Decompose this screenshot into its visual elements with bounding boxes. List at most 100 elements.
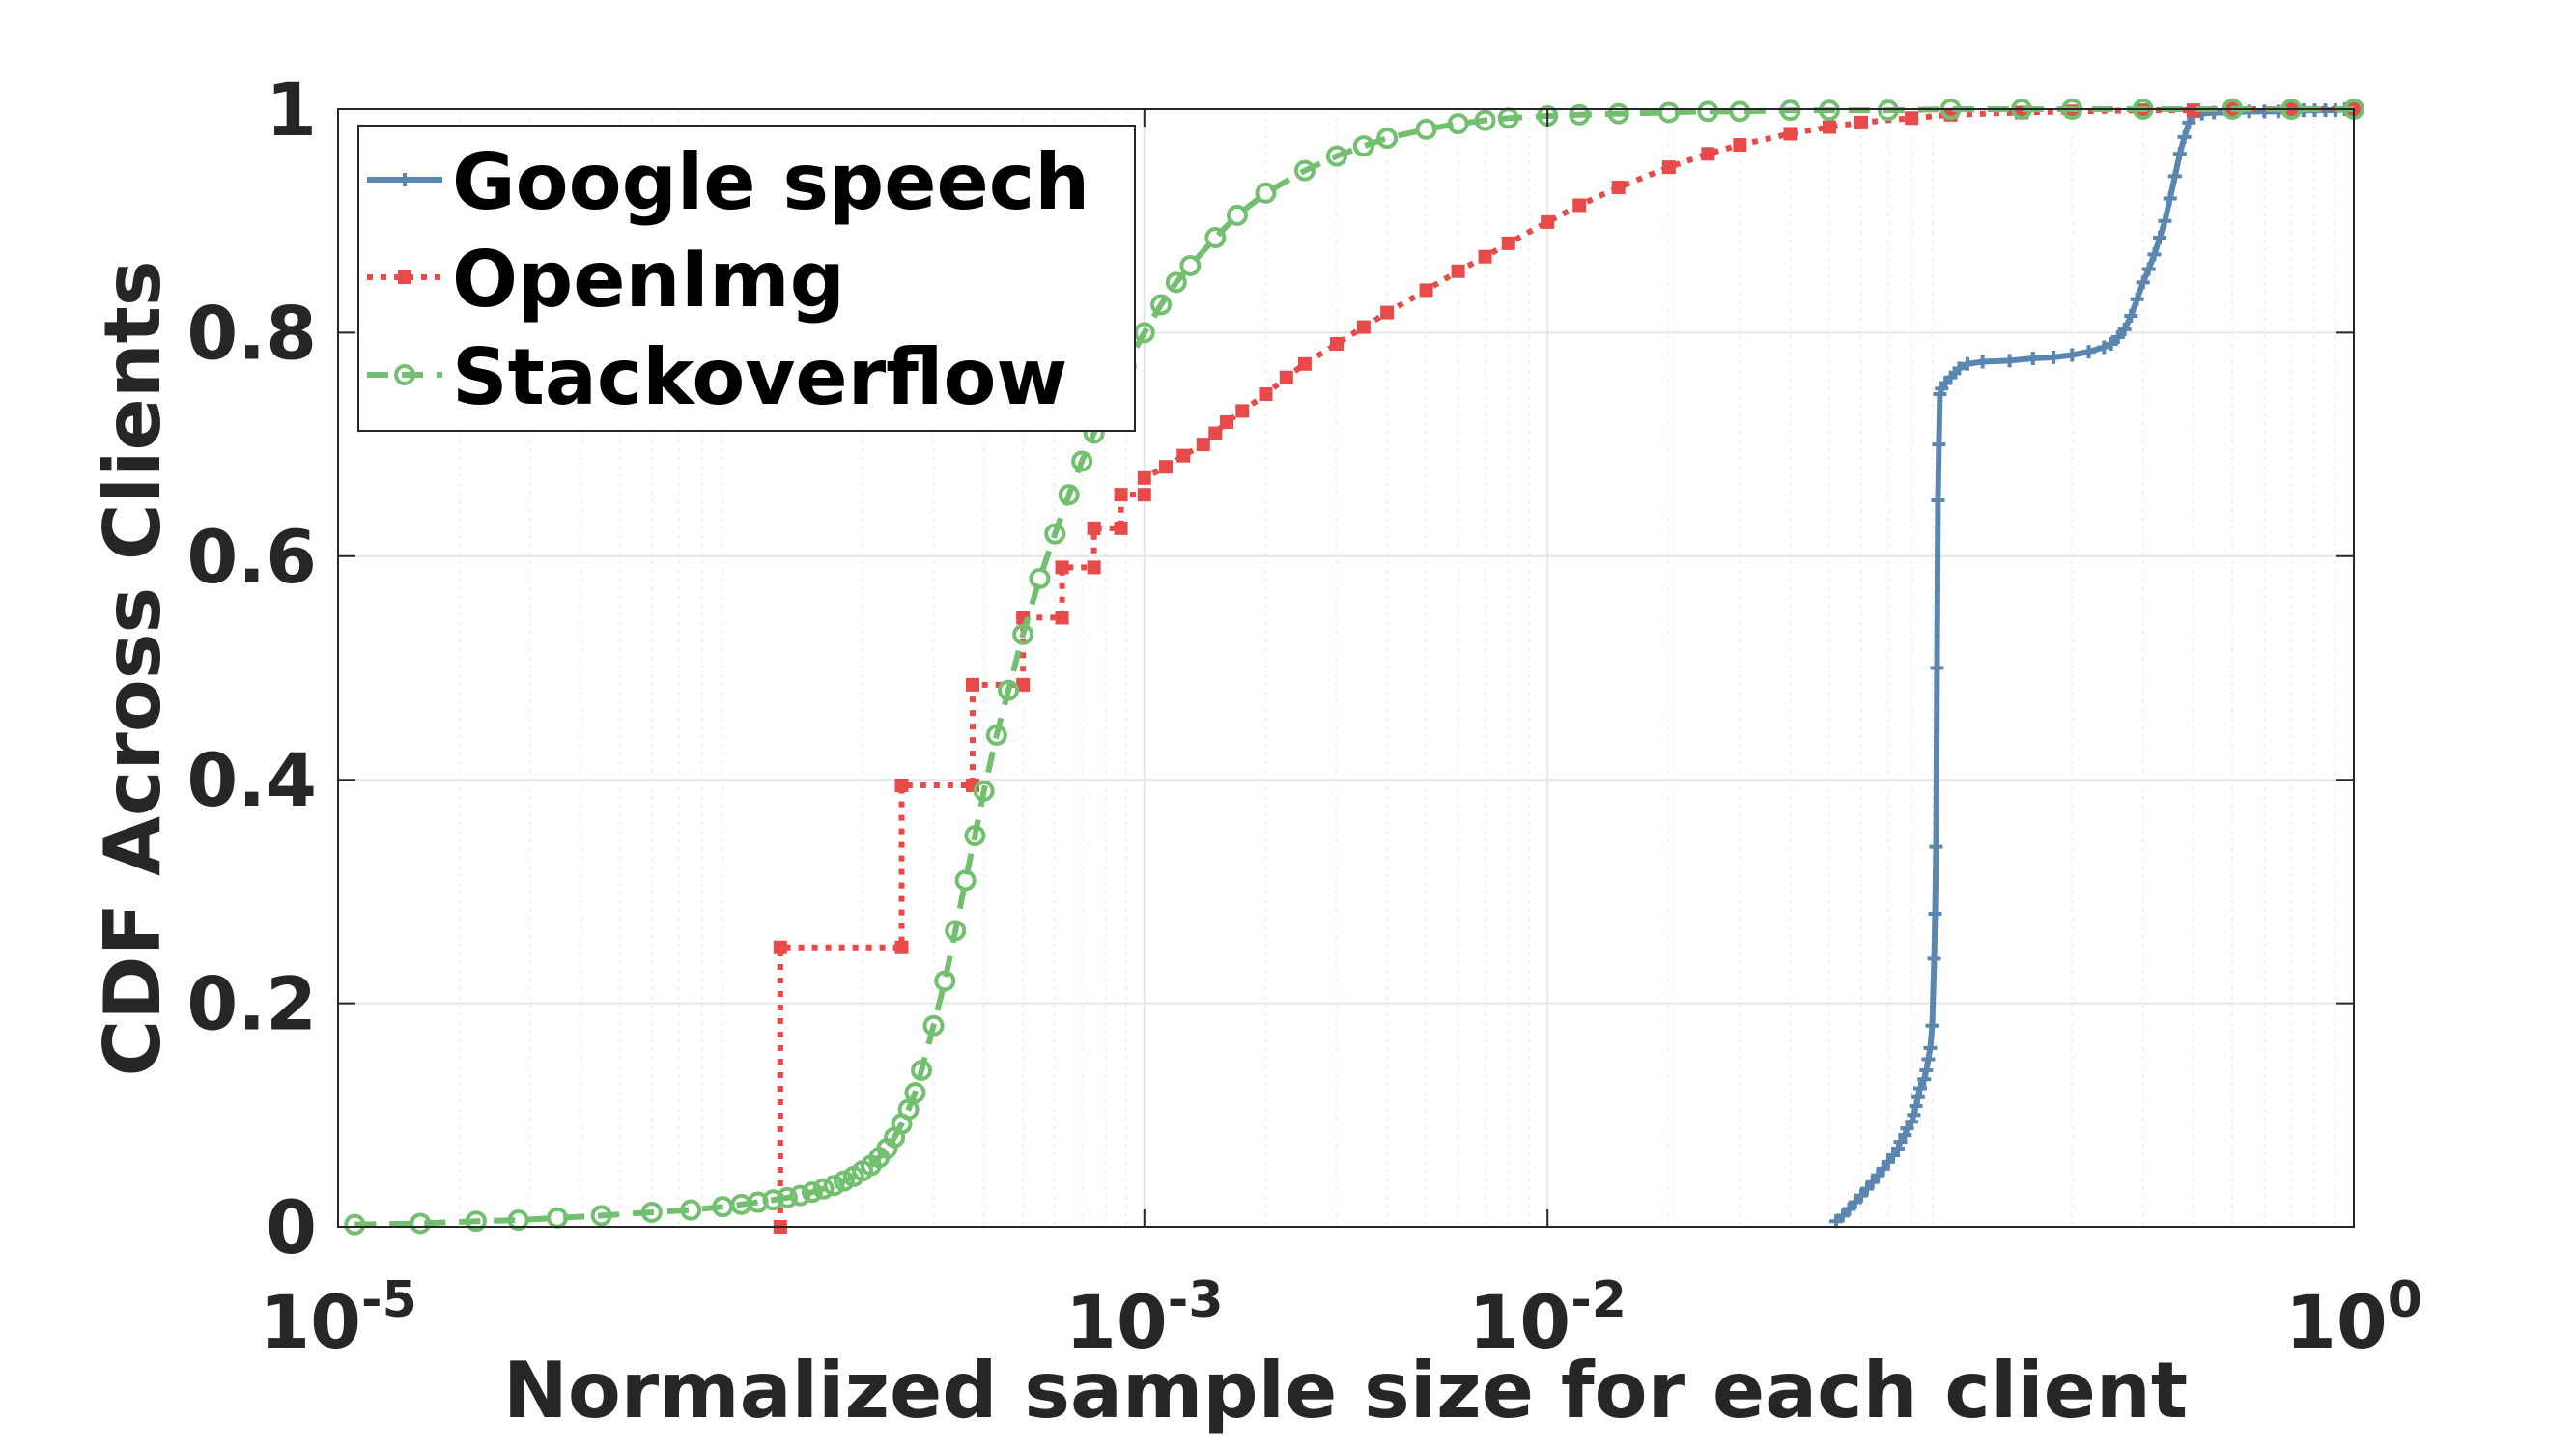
legend-marker-stackoverflow	[394, 364, 415, 385]
data-point-openimg	[1451, 264, 1465, 278]
data-point-google-speech	[2081, 345, 2096, 359]
data-point-openimg	[1259, 387, 1273, 402]
data-point-stackoverflow	[1293, 159, 1316, 182]
data-point-google-speech	[2163, 191, 2177, 206]
data-point-stackoverflow	[1044, 523, 1066, 545]
data-point-openimg	[1854, 115, 1869, 129]
data-point-stackoverflow	[945, 920, 967, 942]
data-point-google-speech	[1925, 1018, 1939, 1033]
data-point-openimg	[1219, 414, 1233, 429]
data-point-stackoverflow	[1255, 182, 1277, 204]
data-point-stackoverflow	[1226, 204, 1248, 226]
legend: Google speech OpenImg Stackoverflow	[357, 125, 1136, 432]
data-point-openimg	[1701, 147, 1715, 161]
data-point-google-speech	[1929, 839, 1943, 854]
data-point-openimg	[1661, 160, 1676, 175]
series-openimg	[773, 102, 2361, 1234]
data-point-stackoverflow	[1697, 100, 1719, 123]
data-point-stackoverflow	[1012, 623, 1034, 645]
data-point-stackoverflow	[507, 1209, 529, 1232]
data-point-openimg	[1905, 111, 1919, 126]
data-point-stackoverflow	[762, 1189, 784, 1211]
data-point-stackoverflow	[973, 780, 995, 802]
data-point-google-speech	[2110, 330, 2125, 345]
data-point-google-speech	[1898, 1128, 1912, 1143]
data-point-google-speech	[2141, 262, 2156, 276]
data-point-google-speech	[1952, 361, 1967, 376]
data-point-stackoverflow	[934, 970, 956, 992]
data-point-google-speech	[1891, 1142, 1906, 1156]
legend-box	[357, 125, 1136, 432]
data-point-stackoverflow	[1877, 99, 1899, 122]
data-point-openimg	[1087, 560, 1101, 575]
data-point-openimg	[1541, 214, 1555, 229]
data-point-google-speech	[1919, 1064, 1934, 1078]
data-point-stackoverflow	[1376, 128, 1399, 150]
data-point-google-speech	[2065, 348, 2080, 362]
data-point-stackoverflow	[812, 1178, 835, 1200]
data-point-stackoverflow	[640, 1201, 663, 1223]
data-point-google-speech	[1928, 907, 1942, 922]
data-point-openimg	[1380, 305, 1395, 320]
data-point-stackoverflow	[1352, 135, 1374, 157]
data-point-openimg	[1356, 320, 1371, 334]
data-point-openimg	[1087, 521, 1101, 535]
data-point-stackoverflow	[1607, 102, 1629, 125]
data-point-stackoverflow	[410, 1212, 432, 1235]
data-point-stackoverflow	[776, 1186, 798, 1208]
data-point-google-speech	[2158, 213, 2172, 228]
x-tick-label: 10-5	[259, 1271, 417, 1365]
data-point-google-speech	[1927, 952, 1941, 966]
data-point-openimg	[1176, 448, 1191, 463]
data-point-google-speech	[1921, 1052, 1936, 1066]
data-point-stackoverflow	[1657, 101, 1680, 124]
data-point-stackoverflow	[922, 1014, 945, 1037]
data-point-google-speech	[2172, 147, 2187, 161]
data-point-google-speech	[1912, 1081, 1927, 1095]
data-point-google-speech	[1943, 370, 1958, 384]
data-point-stackoverflow	[1569, 103, 1591, 126]
data-point-openimg	[894, 778, 909, 792]
data-point-openimg	[966, 677, 980, 692]
data-point-openimg	[1478, 249, 1492, 264]
data-point-openimg	[1114, 521, 1128, 535]
series-google-speech	[1829, 102, 2361, 1229]
data-point-google-speech	[1917, 1072, 1932, 1087]
data-point-google-speech	[1960, 356, 1974, 371]
data-point-google-speech	[2104, 336, 2118, 351]
data-point-openimg	[1016, 677, 1031, 692]
data-point-stackoverflow	[1179, 254, 1202, 276]
x-axis-title: Normalized sample size for each client	[503, 1346, 2188, 1435]
legend-swatches	[367, 173, 442, 385]
plot-frame	[337, 108, 2355, 1228]
series-stackoverflow	[344, 99, 2364, 1236]
data-point-stackoverflow	[1204, 227, 1227, 249]
data-point-stackoverflow	[1415, 118, 1437, 140]
data-point-google-speech	[1931, 493, 1945, 507]
data-point-stackoverflow	[680, 1199, 702, 1221]
y-tick-label: 0	[266, 1184, 317, 1270]
data-point-stackoverflow	[964, 825, 986, 847]
legend-marker-openimg	[398, 270, 411, 284]
data-point-google-speech	[2025, 352, 2040, 366]
data-point-google-speech	[2147, 247, 2162, 262]
data-point-google-speech	[1923, 1040, 1938, 1055]
axis-ticks: 0 0.2 0.4 0.6 0.8 1 10-5 10-3 10-2 100	[186, 67, 2422, 1365]
data-point-stackoverflow	[1474, 109, 1496, 131]
data-point-stackoverflow	[1818, 99, 1840, 122]
data-point-openimg	[1611, 180, 1626, 194]
data-point-stackoverflow	[1058, 484, 1080, 506]
x-tick-label: 100	[2285, 1271, 2422, 1365]
data-point-openimg	[894, 940, 909, 954]
data-point-google-speech	[2002, 354, 2017, 368]
data-point-openimg	[1783, 127, 1798, 141]
data-point-openimg	[1501, 236, 1515, 250]
data-point-stackoverflow	[985, 724, 1007, 746]
data-point-google-speech	[2153, 231, 2167, 245]
data-point-google-speech	[2097, 340, 2111, 355]
data-point-stackoverflow	[1447, 113, 1469, 135]
data-point-google-speech	[1930, 661, 1944, 675]
data-point-stackoverflow	[911, 1060, 933, 1082]
data-point-stackoverflow	[1165, 271, 1187, 294]
